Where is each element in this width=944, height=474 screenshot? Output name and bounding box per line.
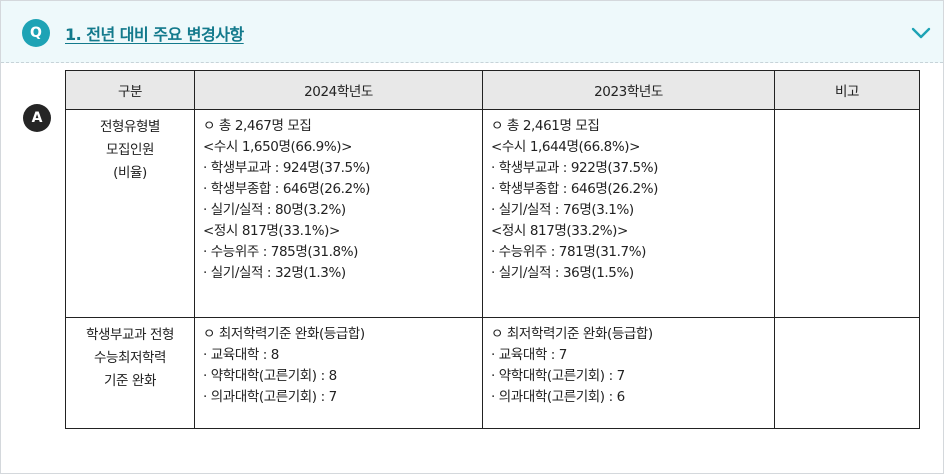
row-label: 전형유형별 모집인원 (비율) xyxy=(65,109,195,318)
list-item: · 수능위주 : 785명(31.8%) xyxy=(203,244,359,260)
question-title[interactable]: 1. 전년 대비 주요 변경사항 xyxy=(65,25,244,44)
row-label-line: 수능최저학력 xyxy=(93,350,167,366)
list-item: · 학생부종합 : 646명(26.2%) xyxy=(491,181,659,197)
cell-2024: ㅇ 최저학력기준 완화(등급합) · 교육대학 : 8 · 약학대학(고른기회)… xyxy=(194,317,483,429)
row-label-line: 학생부교과 전형 xyxy=(85,327,175,343)
header-2024: 2024학년도 xyxy=(194,70,483,110)
jeongsi-line: <정시 817명(33.2%)> xyxy=(491,223,628,239)
header-note: 비고 xyxy=(774,70,920,110)
cell-2024: ㅇ 총 2,467명 모집 <수시 1,650명(66.9%)> · 학생부교과… xyxy=(194,109,483,318)
total-line: ㅇ 총 2,461명 모집 xyxy=(491,118,600,134)
list-item: · 의과대학(고른기회) : 7 xyxy=(203,389,337,405)
question-badge: Q xyxy=(22,19,50,47)
row-label-line: 모집인원 xyxy=(105,142,155,158)
cell-note xyxy=(774,109,920,318)
list-item: · 실기/실적 : 76명(3.1%) xyxy=(491,202,634,218)
list-item: · 약학대학(고른기회) : 8 xyxy=(203,368,337,384)
row-label-line: (비율) xyxy=(113,165,147,181)
list-item: · 학생부교과 : 924명(37.5%) xyxy=(203,160,371,176)
cell-2023: ㅇ 최저학력기준 완화(등급합) · 교육대학 : 7 · 약학대학(고른기회)… xyxy=(482,317,775,429)
row-label-line: 기준 완화 xyxy=(104,373,156,389)
changes-table: 구분 2024학년도 2023학년도 비고 전형유형별 모집인원 (비율) ㅇ … xyxy=(65,70,920,429)
list-item: · 실기/실적 : 36명(1.5%) xyxy=(491,265,634,281)
criteria-line: ㅇ 최저학력기준 완화(등급합) xyxy=(203,326,365,342)
chevron-down-icon[interactable] xyxy=(909,21,933,45)
table-row: 학생부교과 전형 수능최저학력 기준 완화 ㅇ 최저학력기준 완화(등급합) ·… xyxy=(65,317,920,429)
question-header[interactable]: Q 1. 전년 대비 주요 변경사항 xyxy=(1,1,943,63)
answer-badge: A xyxy=(23,104,51,132)
total-line: ㅇ 총 2,467명 모집 xyxy=(203,118,312,134)
list-item: · 약학대학(고른기회) : 7 xyxy=(491,368,625,384)
row-label-line: 전형유형별 xyxy=(99,119,161,135)
criteria-line: ㅇ 최저학력기준 완화(등급합) xyxy=(491,326,653,342)
cell-2023: ㅇ 총 2,461명 모집 <수시 1,644명(66.8%)> · 학생부교과… xyxy=(482,109,775,318)
list-item: · 학생부종합 : 646명(26.2%) xyxy=(203,181,371,197)
list-item: · 수능위주 : 781명(31.7%) xyxy=(491,244,647,260)
list-item: · 실기/실적 : 32명(1.3%) xyxy=(203,265,346,281)
row-label: 학생부교과 전형 수능최저학력 기준 완화 xyxy=(65,317,195,429)
susi-line: <수시 1,644명(66.8%)> xyxy=(491,139,641,155)
list-item: · 학생부교과 : 922명(37.5%) xyxy=(491,160,659,176)
jeongsi-line: <정시 817명(33.1%)> xyxy=(203,223,340,239)
susi-line: <수시 1,650명(66.9%)> xyxy=(203,139,353,155)
table-header-row: 구분 2024학년도 2023학년도 비고 xyxy=(65,70,920,110)
list-item: · 교육대학 : 8 xyxy=(203,347,279,363)
header-2023: 2023학년도 xyxy=(482,70,775,110)
header-category: 구분 xyxy=(65,70,195,110)
list-item: · 교육대학 : 7 xyxy=(491,347,567,363)
list-item: · 의과대학(고른기회) : 6 xyxy=(491,389,625,405)
cell-note xyxy=(774,317,920,429)
table-row: 전형유형별 모집인원 (비율) ㅇ 총 2,467명 모집 <수시 1,650명… xyxy=(65,109,920,318)
list-item: · 실기/실적 : 80명(3.2%) xyxy=(203,202,346,218)
